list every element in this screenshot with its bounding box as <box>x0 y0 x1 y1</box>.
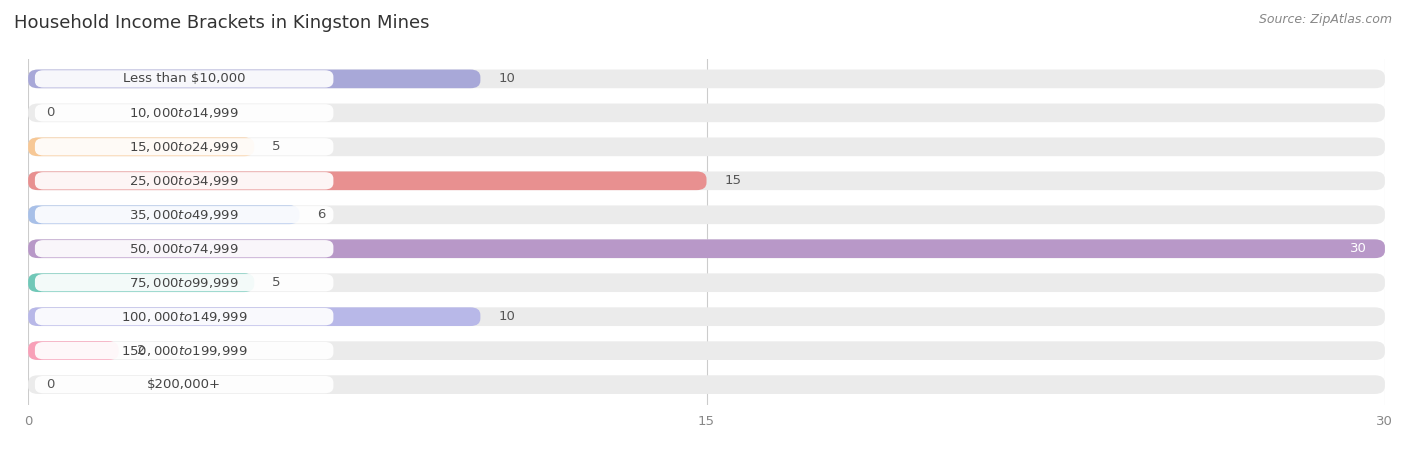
FancyBboxPatch shape <box>28 205 1385 224</box>
Text: $35,000 to $49,999: $35,000 to $49,999 <box>129 208 239 222</box>
FancyBboxPatch shape <box>28 273 254 292</box>
Text: Household Income Brackets in Kingston Mines: Household Income Brackets in Kingston Mi… <box>14 14 430 32</box>
FancyBboxPatch shape <box>35 172 333 189</box>
Text: Source: ZipAtlas.com: Source: ZipAtlas.com <box>1258 14 1392 27</box>
FancyBboxPatch shape <box>28 375 1385 394</box>
FancyBboxPatch shape <box>35 70 333 88</box>
Text: 5: 5 <box>273 276 281 289</box>
FancyBboxPatch shape <box>35 274 333 291</box>
FancyBboxPatch shape <box>28 341 1385 360</box>
FancyBboxPatch shape <box>28 104 1385 122</box>
FancyBboxPatch shape <box>28 307 1385 326</box>
FancyBboxPatch shape <box>28 138 254 156</box>
Text: $10,000 to $14,999: $10,000 to $14,999 <box>129 106 239 120</box>
FancyBboxPatch shape <box>28 307 481 326</box>
Text: 10: 10 <box>499 72 516 86</box>
FancyBboxPatch shape <box>35 308 333 325</box>
FancyBboxPatch shape <box>35 376 333 393</box>
FancyBboxPatch shape <box>28 171 1385 190</box>
Text: $50,000 to $74,999: $50,000 to $74,999 <box>129 242 239 256</box>
FancyBboxPatch shape <box>28 239 1385 258</box>
FancyBboxPatch shape <box>35 138 333 156</box>
FancyBboxPatch shape <box>28 273 1385 292</box>
Text: 10: 10 <box>499 310 516 323</box>
FancyBboxPatch shape <box>35 206 333 224</box>
FancyBboxPatch shape <box>28 205 299 224</box>
Text: 6: 6 <box>318 208 326 221</box>
FancyBboxPatch shape <box>28 341 118 360</box>
FancyBboxPatch shape <box>35 342 333 359</box>
FancyBboxPatch shape <box>35 104 333 122</box>
FancyBboxPatch shape <box>28 70 1385 88</box>
Text: $15,000 to $24,999: $15,000 to $24,999 <box>129 140 239 154</box>
Text: 2: 2 <box>136 344 145 357</box>
Text: 0: 0 <box>46 378 55 391</box>
Text: $200,000+: $200,000+ <box>148 378 221 391</box>
FancyBboxPatch shape <box>28 70 481 88</box>
Text: $25,000 to $34,999: $25,000 to $34,999 <box>129 174 239 188</box>
FancyBboxPatch shape <box>28 138 1385 156</box>
FancyBboxPatch shape <box>28 171 707 190</box>
Text: 15: 15 <box>724 174 741 187</box>
Text: $100,000 to $149,999: $100,000 to $149,999 <box>121 310 247 324</box>
Text: Less than $10,000: Less than $10,000 <box>122 72 246 86</box>
Text: 0: 0 <box>46 106 55 119</box>
Text: $75,000 to $99,999: $75,000 to $99,999 <box>129 276 239 290</box>
FancyBboxPatch shape <box>28 239 1385 258</box>
Text: 5: 5 <box>273 140 281 153</box>
Text: $150,000 to $199,999: $150,000 to $199,999 <box>121 344 247 358</box>
Text: 30: 30 <box>1350 242 1367 255</box>
FancyBboxPatch shape <box>35 240 333 257</box>
